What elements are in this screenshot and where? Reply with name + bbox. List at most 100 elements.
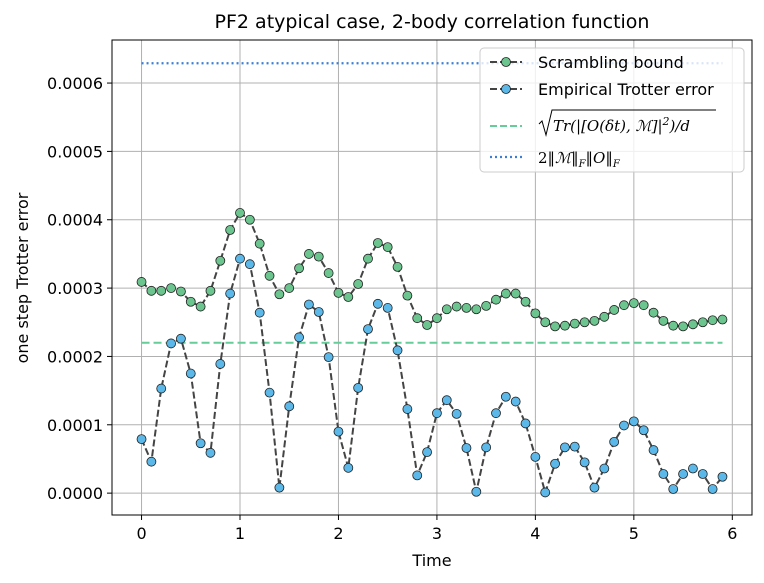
scrambling-point — [323, 268, 334, 278]
empirical-point — [205, 447, 216, 458]
axes-frame — [111, 39, 753, 516]
empirical-point — [156, 383, 167, 394]
y-tick-label: 0.0005 — [47, 142, 103, 161]
scrambling-point — [697, 317, 708, 328]
x-tick-label: 3 — [432, 524, 442, 543]
scrambling-point — [668, 320, 679, 331]
legend-scrambling-marker — [501, 57, 511, 67]
empirical-point — [372, 298, 383, 309]
scrambling-point — [333, 287, 344, 298]
scrambling-point — [372, 238, 383, 248]
empirical-point — [599, 463, 610, 474]
empirical-point — [540, 487, 551, 498]
empirical-point — [146, 456, 157, 467]
y-tick-label: 0.0002 — [47, 347, 103, 366]
scrambling-point — [166, 283, 176, 293]
empirical-point — [264, 387, 275, 398]
scrambling-point — [254, 238, 265, 249]
scrambling-point — [628, 298, 639, 309]
empirical-point — [215, 359, 226, 369]
scrambling-point — [471, 304, 482, 315]
empirical-point — [432, 408, 442, 419]
scrambling-point — [313, 251, 324, 262]
empirical-point — [343, 462, 354, 473]
empirical-point — [481, 442, 492, 453]
legend-sqrt-d: )/d — [669, 117, 691, 135]
scrambling-point — [569, 318, 580, 329]
empirical-point — [609, 436, 620, 447]
y-tick-label: 0.0006 — [47, 74, 103, 93]
legend-sqrt-close: ]| — [651, 117, 663, 135]
grid — [112, 40, 752, 515]
scrambling-point — [609, 305, 620, 315]
axis-ticks: 0 1 2 3 4 5 6 0.0000 0.0001 0.0002 0.0003 0.0004 0.0… — [47, 74, 737, 543]
empirical-point — [638, 425, 649, 436]
legend-norm-sub2: F — [612, 159, 621, 170]
x-tick-label: 1 — [235, 524, 245, 543]
scrambling-point — [432, 313, 442, 324]
empirical-point — [560, 442, 570, 453]
scrambling-point — [461, 303, 472, 313]
scrambling-point — [136, 277, 147, 287]
empirical-point — [717, 471, 728, 482]
scrambling-point — [225, 225, 236, 235]
legend-sqrt-t: t — [614, 117, 621, 135]
scrambling-point — [274, 289, 285, 300]
scrambling-point — [402, 290, 413, 301]
scrambling-point — [205, 285, 216, 296]
scrambling-point — [540, 317, 551, 328]
empirical-point — [284, 401, 295, 412]
legend-scrambling-label: Scrambling bound — [538, 53, 684, 72]
empirical-point — [648, 445, 659, 455]
scrambling-point — [195, 301, 206, 312]
scrambling-point — [215, 255, 226, 266]
scrambling-point — [589, 315, 600, 326]
legend-empirical-marker — [501, 84, 511, 94]
scrambling-point — [422, 320, 432, 330]
scrambling-point — [412, 313, 423, 324]
empirical-point — [678, 469, 688, 479]
scrambling-point — [176, 286, 186, 297]
empirical-point — [392, 345, 403, 356]
scrambling-point — [304, 249, 314, 259]
scrambling-point — [353, 279, 364, 289]
empirical-point — [441, 395, 452, 406]
scrambling-point — [658, 315, 669, 326]
scrambling-point — [451, 301, 462, 312]
scrambling-point — [530, 308, 541, 319]
empirical-point — [294, 332, 304, 343]
empirical-point — [382, 303, 393, 313]
empirical-point — [323, 352, 334, 363]
scrambling-point — [235, 208, 245, 218]
empirical-point — [510, 396, 521, 407]
empirical-point — [668, 484, 679, 494]
scrambling-point — [678, 321, 688, 332]
scrambling-point — [146, 285, 157, 296]
scrambling-point — [382, 242, 393, 252]
empirical-point — [136, 434, 147, 445]
empirical-point — [530, 452, 541, 462]
empirical-point — [274, 482, 285, 493]
legend-sqrt-radical — [538, 109, 716, 137]
empirical-point — [304, 299, 314, 310]
legend-norm-two: 2 — [538, 149, 548, 167]
empirical-point — [254, 307, 265, 318]
legend-norm-m: ℳ — [555, 149, 573, 167]
y-tick-label: 0.0001 — [47, 416, 103, 435]
scrambling-point — [520, 296, 531, 307]
empirical-point — [353, 382, 364, 393]
empirical-point — [500, 391, 511, 402]
x-tick-label: 6 — [727, 524, 737, 543]
empirical-point — [697, 469, 708, 479]
x-axis-label: Time — [411, 551, 451, 570]
scrambling-point — [156, 285, 167, 296]
empirical-point — [461, 443, 472, 453]
empirical-point — [491, 408, 501, 419]
legend-sqrt-sup: 2 — [662, 115, 670, 128]
scrambling-point — [707, 315, 718, 326]
legend-norm-sub1: F — [578, 159, 587, 170]
empirical-point — [422, 447, 432, 458]
scrambling-point — [579, 317, 590, 328]
empirical-point — [176, 333, 186, 344]
x-tick-label: 5 — [629, 524, 639, 543]
